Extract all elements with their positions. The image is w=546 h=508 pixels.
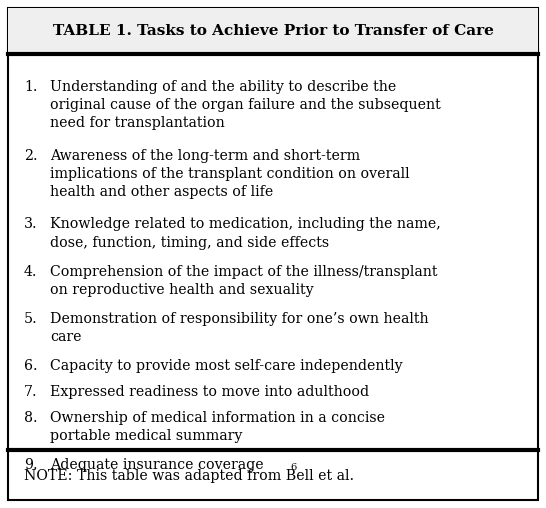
Text: Adequate insurance coverage: Adequate insurance coverage (50, 458, 264, 472)
Text: Demonstration of responsibility for one’s own health
care: Demonstration of responsibility for one’… (50, 312, 429, 344)
Text: 4.: 4. (24, 265, 38, 278)
Text: Expressed readiness to move into adulthood: Expressed readiness to move into adultho… (50, 385, 369, 399)
Text: TABLE 1. Tasks to Achieve Prior to Transfer of Care: TABLE 1. Tasks to Achieve Prior to Trans… (52, 24, 494, 38)
Text: Awareness of the long-term and short-term
implications of the transplant conditi: Awareness of the long-term and short-ter… (50, 149, 410, 199)
Text: 9.: 9. (24, 458, 38, 472)
Text: Comprehension of the impact of the illness/transplant
on reproductive health and: Comprehension of the impact of the illne… (50, 265, 437, 297)
Text: 2.: 2. (24, 149, 38, 163)
Text: 1.: 1. (24, 80, 38, 94)
Text: NOTE: This table was adapted from Bell et al.: NOTE: This table was adapted from Bell e… (24, 469, 354, 483)
Text: 5.: 5. (24, 312, 38, 326)
Text: Knowledge related to medication, including the name,
dose, function, timing, and: Knowledge related to medication, includi… (50, 217, 441, 249)
Text: Capacity to provide most self-care independently: Capacity to provide most self-care indep… (50, 359, 402, 373)
Text: Understanding of and the ability to describe the
original cause of the organ fai: Understanding of and the ability to desc… (50, 80, 441, 131)
Text: Ownership of medical information in a concise
portable medical summary: Ownership of medical information in a co… (50, 411, 385, 443)
Text: 3.: 3. (24, 217, 38, 231)
Text: 6: 6 (290, 463, 296, 472)
Bar (8, 8, 538, 54)
Text: 8.: 8. (24, 411, 38, 425)
Text: 6.: 6. (24, 359, 38, 373)
Text: 7.: 7. (24, 385, 38, 399)
